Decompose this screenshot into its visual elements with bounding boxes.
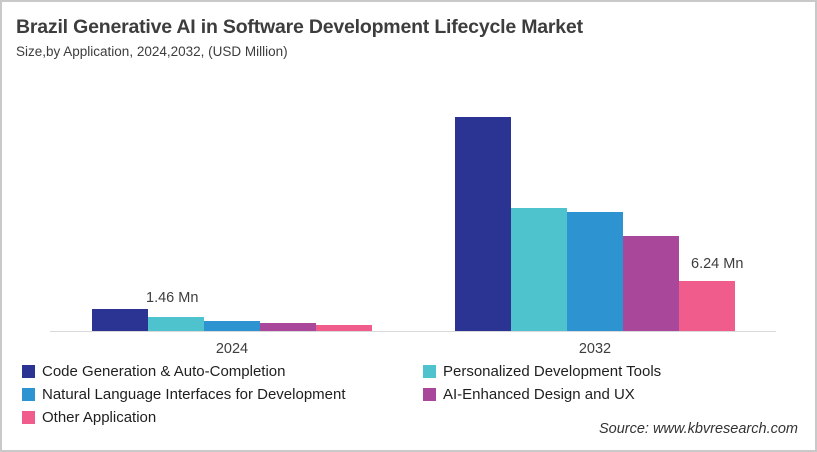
legend-item-3: AI-Enhanced Design and UX bbox=[423, 383, 802, 406]
legend-label: Code Generation & Auto-Completion bbox=[42, 363, 286, 380]
data-label-2032-other-application: 6.24 Mn bbox=[691, 256, 744, 272]
chart-title: Brazil Generative AI in Software Develop… bbox=[16, 16, 583, 38]
bar-group-2032 bbox=[455, 2, 735, 331]
bar-2032-series-0 bbox=[455, 117, 511, 331]
data-label-2024-code-generation: 1.46 Mn bbox=[146, 290, 199, 306]
bar-2032-series-3 bbox=[623, 235, 679, 331]
legend-item-0: Code Generation & Auto-Completion bbox=[22, 360, 423, 383]
legend-swatch-icon bbox=[22, 411, 35, 424]
legend-swatch-icon bbox=[423, 388, 436, 401]
legend-swatch-icon bbox=[22, 365, 35, 378]
bar-2024-series-4 bbox=[316, 325, 372, 331]
legend-label: Other Application bbox=[42, 409, 157, 426]
bar-2024-series-0 bbox=[92, 309, 148, 331]
chart-subtitle: Size,by Application, 2024,2032, (USD Mil… bbox=[16, 44, 288, 59]
bar-2032-series-4 bbox=[679, 281, 735, 331]
legend-swatch-icon bbox=[22, 388, 35, 401]
legend-label: AI-Enhanced Design and UX bbox=[443, 386, 635, 403]
bar-2032-series-1 bbox=[511, 207, 567, 331]
bar-group-2024 bbox=[92, 2, 372, 331]
legend-item-2: Natural Language Interfaces for Developm… bbox=[22, 383, 423, 406]
bar-2032-series-2 bbox=[567, 211, 623, 331]
x-axis-line bbox=[50, 331, 776, 332]
legend-label: Natural Language Interfaces for Developm… bbox=[42, 386, 346, 403]
legend-swatch-icon bbox=[423, 365, 436, 378]
bar-2024-series-1 bbox=[148, 317, 204, 331]
legend: Code Generation & Auto-Completion Persona… bbox=[22, 360, 802, 429]
bar-2024-series-2 bbox=[204, 320, 260, 331]
legend-item-4: Other Application bbox=[22, 406, 423, 429]
legend-label: Personalized Development Tools bbox=[443, 363, 662, 380]
legend-item-1: Personalized Development Tools bbox=[423, 360, 802, 383]
source-credit: Source: www.kbvresearch.com bbox=[598, 421, 798, 437]
x-axis-tick-2032: 2032 bbox=[578, 341, 612, 357]
bar-2024-series-3 bbox=[260, 322, 316, 331]
x-axis-tick-2024: 2024 bbox=[215, 341, 249, 357]
